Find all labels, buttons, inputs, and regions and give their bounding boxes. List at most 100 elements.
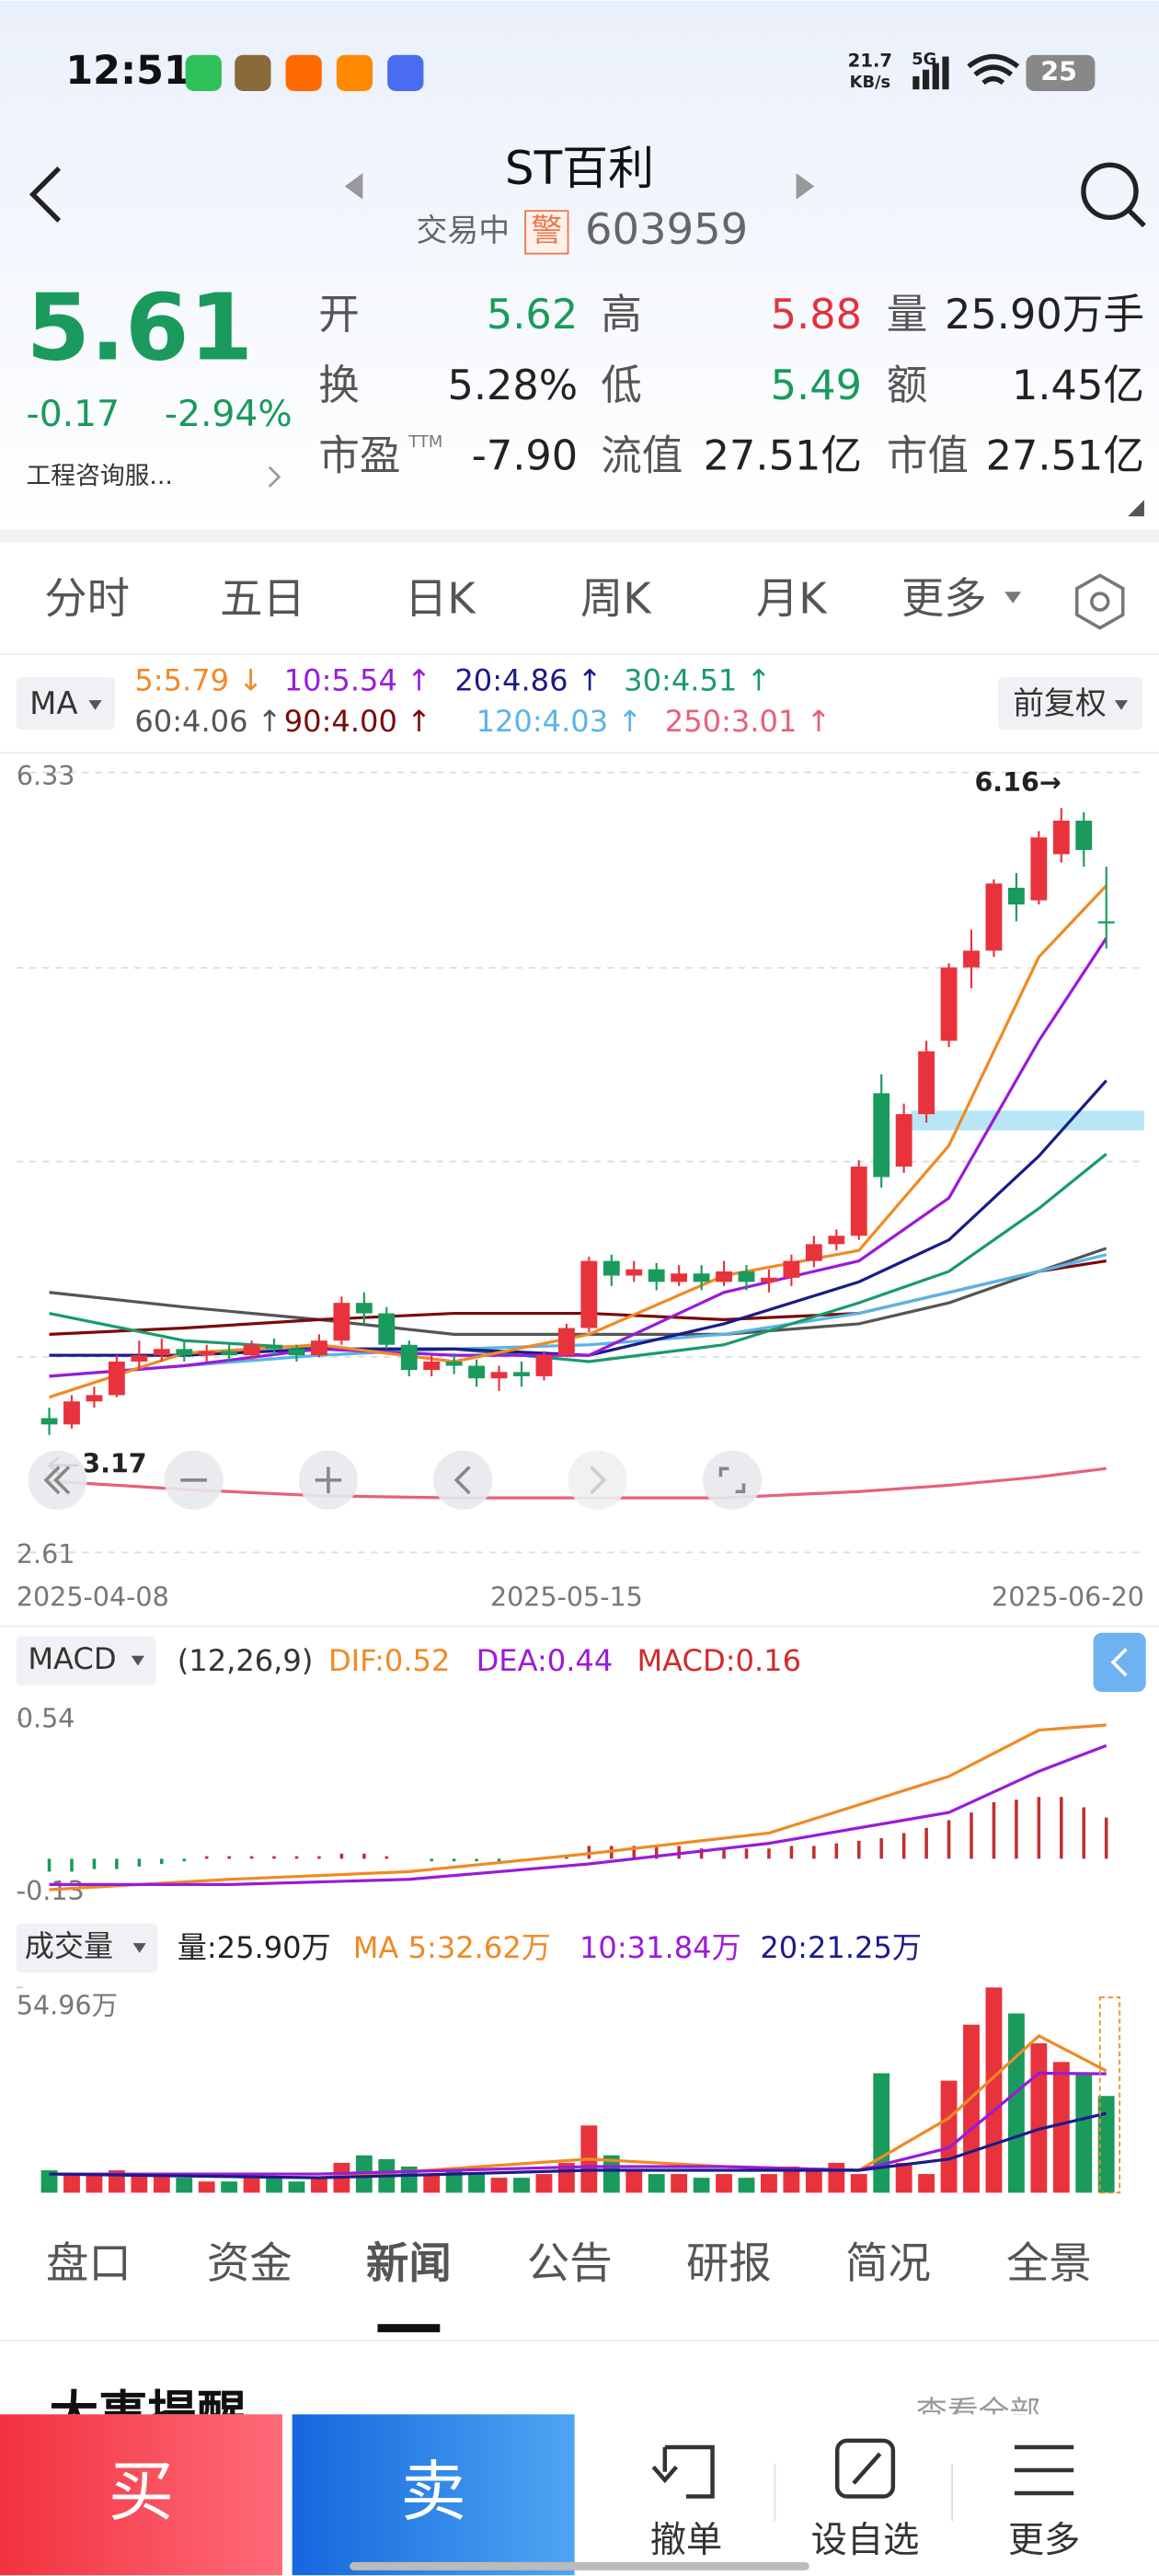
cancel-order[interactable]: 撤单 xyxy=(650,2520,723,2561)
candle-body xyxy=(761,1277,777,1282)
candle-body xyxy=(602,1260,620,1276)
tab-underline xyxy=(377,2324,441,2333)
battery-icon xyxy=(1026,54,1096,91)
kline-grid xyxy=(16,967,1143,1358)
x-tick-label: 2025-04-08 xyxy=(17,1581,169,1612)
x-tick-label: 2025-05-15 xyxy=(490,1581,643,1612)
candle-body xyxy=(423,1361,441,1371)
volume-bar xyxy=(176,2178,193,2193)
volume-bar xyxy=(738,2178,755,2193)
candle-body xyxy=(513,1372,530,1376)
info-tab[interactable]: 盘口 xyxy=(46,2238,132,2288)
volume-bar xyxy=(1097,2096,1115,2193)
field-label: 低 xyxy=(601,362,642,409)
info-tab[interactable]: 资金 xyxy=(207,2238,293,2288)
buy-button[interactable] xyxy=(0,2414,282,2576)
current-bar-marker xyxy=(1098,1996,1121,2194)
field-label-sup: TTM xyxy=(407,432,442,452)
volume-bar xyxy=(625,2170,643,2193)
volume-bar xyxy=(288,2181,305,2193)
ma-legend-item: 10:5.54 ↑ xyxy=(284,662,431,697)
ma-line xyxy=(49,884,1107,1399)
candle-body xyxy=(400,1344,418,1371)
field-value: 5.62 xyxy=(487,291,578,339)
info-tab[interactable]: 新闻 xyxy=(366,2238,452,2288)
settings-button[interactable] xyxy=(1074,573,1125,630)
volume-selector[interactable] xyxy=(16,1923,158,1973)
chart-tab[interactable]: 周K xyxy=(580,573,652,623)
candle-body xyxy=(940,967,958,1041)
notification-icons xyxy=(185,54,424,91)
volume-bar xyxy=(716,2174,732,2193)
info-tab[interactable]: 简况 xyxy=(845,2238,931,2288)
volume-bar xyxy=(850,2174,867,2193)
candle-body xyxy=(40,1418,58,1425)
prev-stock[interactable] xyxy=(344,173,363,200)
field-label: 高 xyxy=(601,291,642,339)
x-tick-label: 2025-06-20 xyxy=(992,1581,1144,1612)
ma-selector[interactable] xyxy=(16,677,115,730)
field-value: 27.51亿 xyxy=(704,432,862,480)
chart-tab[interactable]: 更多 xyxy=(901,573,987,623)
candle-body xyxy=(1075,821,1093,850)
search-button[interactable] xyxy=(1081,162,1146,228)
candle-body xyxy=(1097,921,1115,924)
collapse-button[interactable] xyxy=(1093,1632,1146,1693)
volume-bar xyxy=(1030,2043,1048,2193)
field-value: 25.90万手 xyxy=(945,291,1144,339)
candle-body xyxy=(445,1361,463,1366)
field-label: 额 xyxy=(887,362,928,409)
volume-ma-label: MA 5:32.62万 xyxy=(353,1930,551,1965)
industry[interactable]: 工程咨询服... xyxy=(27,462,173,490)
back-button[interactable] xyxy=(29,166,62,223)
volume-bar xyxy=(648,2174,665,2193)
chart-tab[interactable]: 五日 xyxy=(220,573,305,623)
sell-label: 卖 xyxy=(400,2454,465,2530)
y-tick-label: 0.54 xyxy=(17,1702,75,1733)
field-label: 流值 xyxy=(601,432,683,480)
volume-bar xyxy=(1052,2062,1070,2193)
indicator-selector[interactable] xyxy=(16,1636,156,1685)
y-tick-label: 54.96万 xyxy=(17,1990,118,2021)
chart-tab[interactable]: 月K xyxy=(756,573,828,623)
volume-bar xyxy=(198,2181,215,2193)
warning-badge xyxy=(524,210,569,255)
more-actions[interactable]: 更多 xyxy=(1008,2520,1081,2561)
sell-button[interactable] xyxy=(292,2414,575,2576)
info-tab[interactable]: 公告 xyxy=(527,2238,613,2288)
adjust-selector[interactable] xyxy=(998,677,1143,730)
candle-body xyxy=(243,1344,260,1356)
ma-legend-item: 90:4.00 ↑ xyxy=(284,704,431,739)
add-watchlist[interactable]: 设自选 xyxy=(811,2520,920,2561)
volume-bar xyxy=(490,2178,508,2193)
macd-arrow xyxy=(131,1655,145,1666)
macd-selector-label: MACD xyxy=(28,1641,116,1676)
macd-params: (12,26,9) xyxy=(178,1643,314,1678)
candle-body xyxy=(580,1260,598,1328)
field-label: 市值 xyxy=(887,432,969,480)
candle-body xyxy=(873,1093,890,1178)
max-price-label: 6.16→ xyxy=(974,766,1061,798)
volume-ma-line xyxy=(49,2111,1107,2179)
candle-body xyxy=(266,1344,282,1350)
home-indicator xyxy=(350,2561,809,2570)
candle-body xyxy=(153,1349,170,1356)
field-value: 5.88 xyxy=(771,291,862,339)
ma-line xyxy=(49,1466,1107,1500)
info-tab[interactable]: 研报 xyxy=(686,2238,772,2288)
info-tab[interactable]: 全景 xyxy=(1006,2238,1092,2288)
candle-body xyxy=(985,883,1003,951)
chart-tab[interactable]: 日K xyxy=(405,573,476,623)
macd-chart: 0.54-0.13 xyxy=(17,1702,1108,1906)
chart-tab[interactable]: 分时 xyxy=(44,573,130,623)
ma-legend-item: 5:5.79 ↓ xyxy=(134,662,263,697)
dea-label: DEA:0.44 xyxy=(476,1643,614,1678)
volume-bar xyxy=(131,2174,148,2193)
network-type: 5G xyxy=(912,50,936,69)
candle-body xyxy=(1030,837,1048,901)
ma-legend: 5:5.79 ↓ 10:5.54 ↑ 20:4.86 ↑ 30:4.51 ↑ 60:4.… xyxy=(134,662,831,739)
candle-body xyxy=(738,1271,755,1282)
field-label: 换 xyxy=(318,362,360,409)
next-stock[interactable] xyxy=(796,173,815,200)
